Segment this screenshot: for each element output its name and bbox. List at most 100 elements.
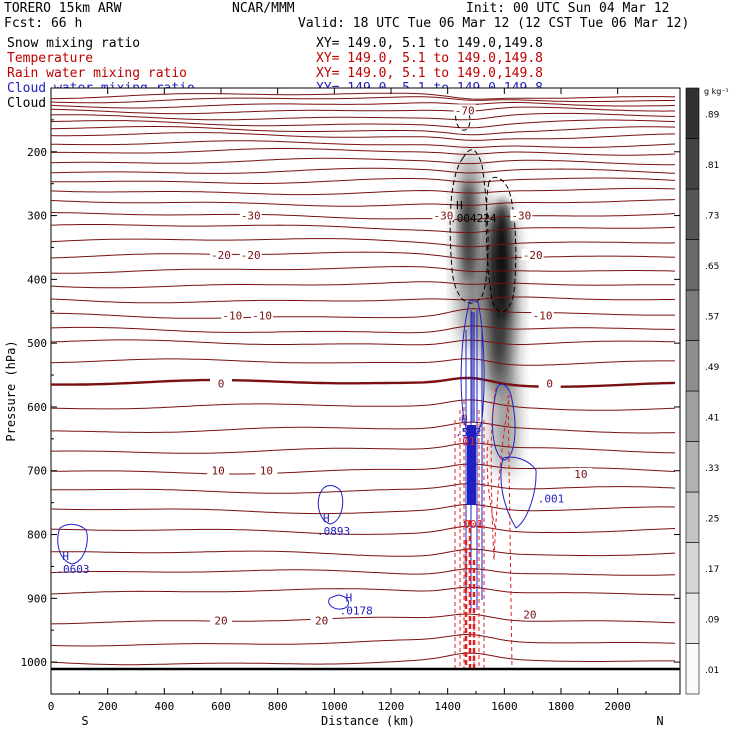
rain-water-core: [464, 520, 476, 668]
colorbar-swatch: [685, 138, 700, 190]
contour-label-bg: [239, 209, 262, 221]
isotherm-line: [51, 199, 676, 207]
x-right-end-label: N: [656, 714, 663, 728]
colorbar-label: .49: [705, 363, 720, 373]
colorbar-label: .41: [705, 413, 719, 423]
isotherm-line: [51, 358, 675, 366]
isotherm-line: [51, 296, 676, 304]
isotherm-line: [51, 112, 676, 121]
x-tick-label: 200: [98, 700, 118, 713]
extremum-marker: H: [346, 592, 353, 605]
colorbar-swatch: [685, 188, 700, 240]
colorbar-swatch: [685, 239, 700, 291]
isotherm-line: [51, 633, 676, 647]
isotherm-label: -30: [241, 210, 261, 223]
contour-label-bg: [538, 377, 561, 389]
contour-value-label: .001: [538, 493, 565, 506]
y-tick-label: 800: [27, 529, 47, 542]
cloud-water-core-2: [471, 312, 475, 422]
contour-label-bg: [210, 377, 232, 389]
isotherm-line: [51, 238, 676, 248]
colorbar-label: .25: [705, 514, 719, 524]
isotherm-line: [51, 224, 676, 234]
colorbar-label: .33: [705, 464, 719, 474]
y-tick-label: 900: [27, 592, 47, 605]
contour-label-bg: [432, 209, 455, 221]
colorbar-swatch: [685, 542, 700, 594]
contour-label-bg: [531, 309, 554, 321]
colorbar-swatch: [685, 87, 700, 139]
contour-label-bg: [207, 464, 230, 476]
colorbar-swatch: [685, 390, 700, 442]
x-tick-label: 1000: [321, 700, 348, 713]
isotherm-line: [51, 503, 676, 515]
y-tick-label: 200: [27, 146, 47, 159]
colorbar-label: .65: [705, 262, 719, 272]
isotherm-line: [51, 339, 676, 346]
extremum-value: .0178: [340, 605, 373, 618]
isotherm-line: [51, 586, 676, 596]
isotherm-line: [51, 613, 676, 625]
isotherm-label: 20: [315, 615, 328, 628]
isotherm-label: -20: [241, 249, 261, 262]
extremum-value: .004224: [450, 212, 497, 225]
isotherm-line: [51, 106, 675, 115]
y-tick-label: 700: [27, 465, 47, 478]
field-label: Snow mixing ratio: [7, 36, 140, 51]
cloud-ice-contours: [449, 106, 517, 313]
contour-label-bg: [569, 467, 592, 479]
isotherm-line: [51, 525, 676, 535]
isotherm-line: [51, 157, 675, 166]
isotherm-line: [51, 92, 676, 100]
isotherm-line: [51, 187, 676, 196]
isotherm-label: -70: [455, 104, 475, 117]
isotherm-label: -20: [523, 249, 543, 262]
contour-label-bg: [210, 614, 232, 626]
contour-label-bg: [453, 104, 476, 116]
valid-time: Valid: 18 UTC Tue 06 Mar 12 (12 CST Tue …: [298, 16, 689, 31]
contour-labels: 0 0 10 10 10 20 20 20 -10 -10 -10 -20 -20 -20 -30 -30 -3…: [56, 104, 592, 628]
isotherm-label: 20: [523, 608, 536, 621]
extremum-value: .0893: [317, 525, 350, 538]
isotherm-label: 0: [218, 377, 225, 390]
field-coords: XY= 149.0, 5.1 to 149.0,149.8: [316, 66, 543, 81]
x-left-end-label: S: [81, 714, 88, 728]
isotherm-line: [51, 132, 676, 141]
isotherm-line: [51, 568, 676, 576]
colorbar-label: .81: [705, 161, 719, 171]
x-tick-label: 1200: [378, 700, 405, 713]
isotherm-label: -20: [211, 249, 231, 262]
model-title: TORERO 15km ARW: [4, 1, 122, 16]
colorbar-label: .09: [705, 615, 720, 625]
isotherm-line: [51, 177, 676, 184]
isotherm-label: 10: [260, 465, 273, 478]
isotherm-line: [51, 399, 676, 411]
isotherm-label: 20: [214, 615, 227, 628]
y-tick-label: 500: [27, 337, 47, 350]
contour-label-bg: [210, 249, 232, 261]
contour-label-bg: [310, 614, 333, 626]
y-axis-label: Pressure (hPa): [4, 340, 18, 441]
isotherm-label: 0: [546, 377, 553, 390]
isotherm-line: [51, 101, 676, 109]
y-tick-label: 300: [27, 210, 47, 223]
isotherm-line: [51, 140, 676, 149]
isotherm-line: [51, 265, 676, 274]
isotherm-line: [51, 148, 676, 156]
isotherm-line: [51, 652, 675, 666]
colorbar-unit: g kg⁻¹: [704, 87, 729, 96]
forecast-hour: Fcst: 66 h: [4, 16, 82, 31]
isotherm-line: [51, 251, 676, 260]
y-tick-label: 600: [27, 401, 47, 414]
isotherm-label: -30: [433, 210, 453, 223]
x-axis: 0 200 400 600 800 1000 1200 1400 1600 1800 2000: [48, 88, 647, 713]
isotherm-label: -30: [511, 210, 531, 223]
org-title: NCAR/MMM: [232, 1, 295, 16]
isotherm-label: 10: [212, 465, 225, 478]
isotherm-line: [51, 325, 675, 334]
colorbar-swatch: [685, 289, 700, 341]
isotherm-line: [51, 463, 676, 475]
x-tick-label: 600: [211, 700, 231, 713]
